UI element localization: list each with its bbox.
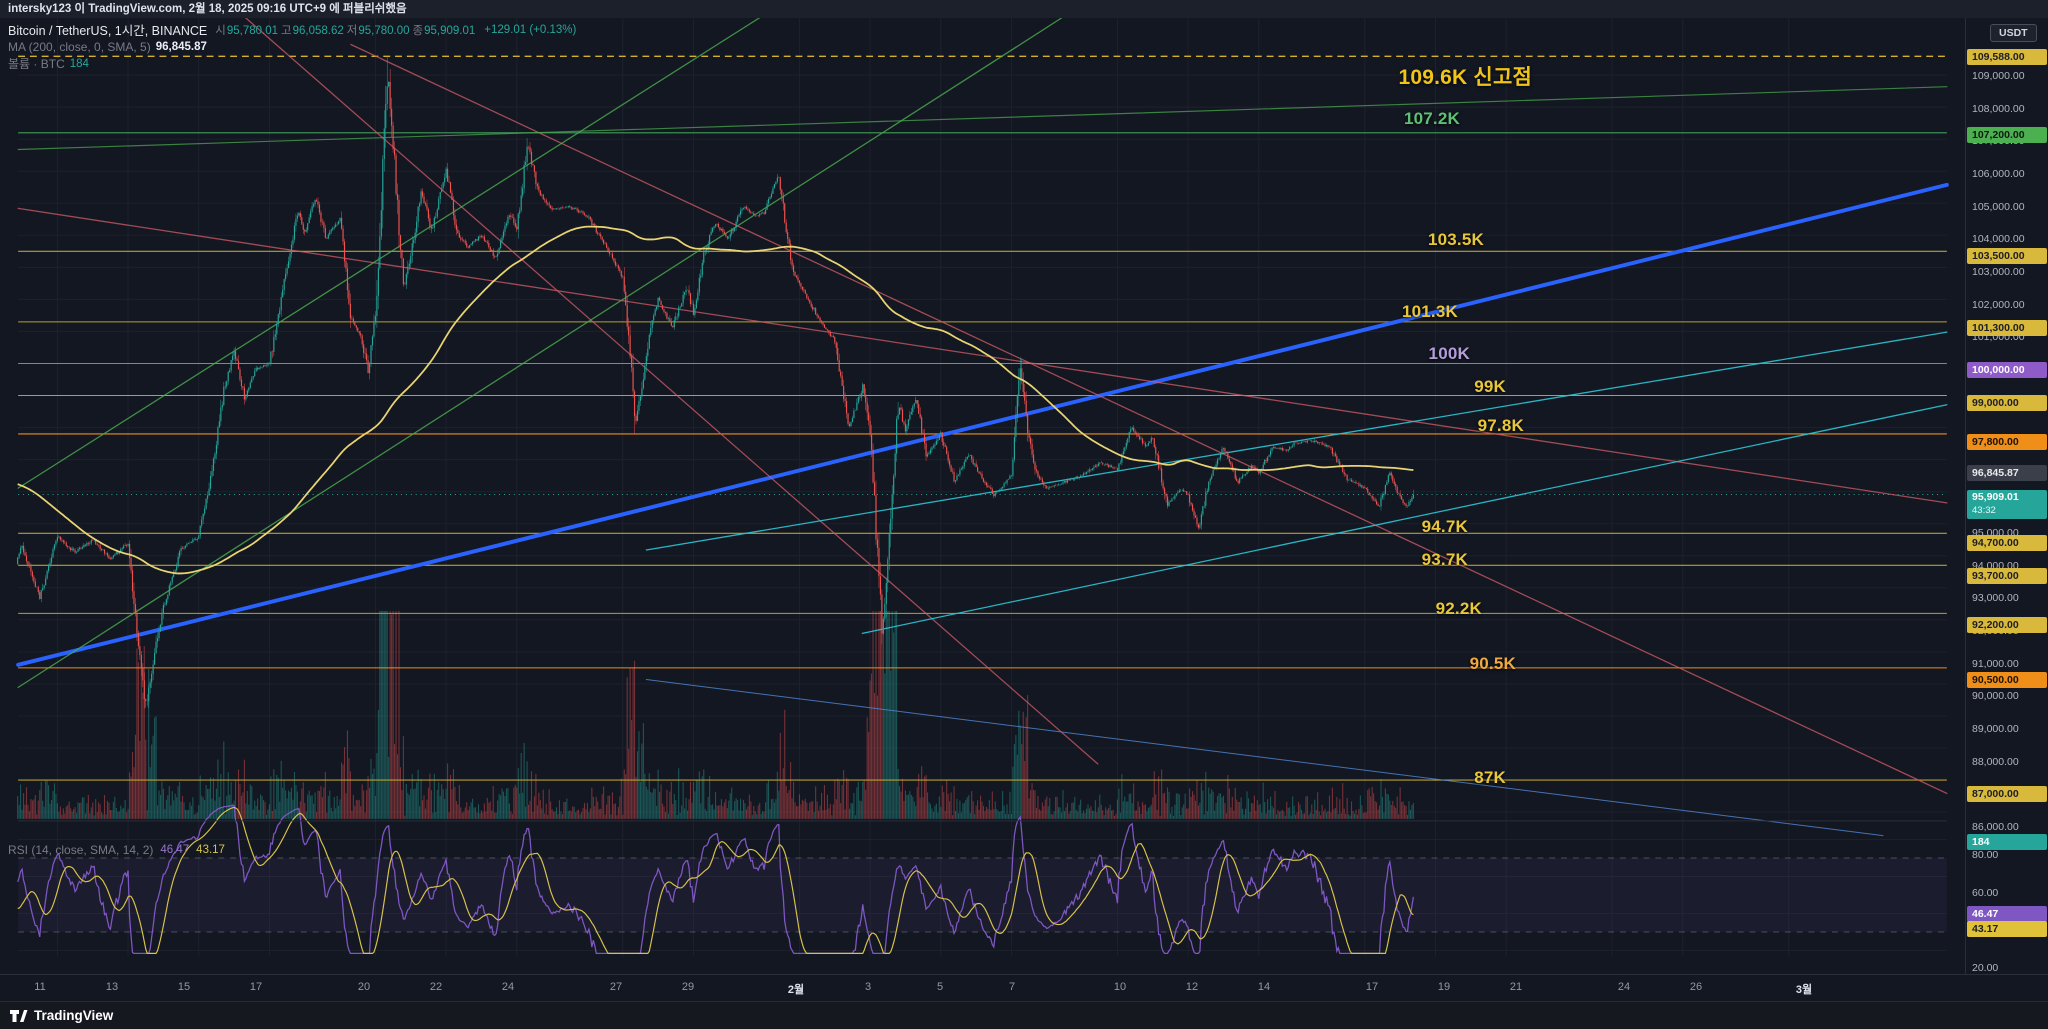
price-level-badge: 92,200.00 — [1967, 616, 2047, 633]
time-axis-label: 27 — [609, 981, 623, 993]
price-axis-label: 89,000.00 — [1972, 723, 2019, 736]
price-axis-label: 105,000.00 — [1972, 200, 2025, 213]
ohlc-label: 고 — [281, 24, 292, 37]
candle-countdown: 43:32 — [1972, 504, 1996, 516]
chart-legend: Bitcoin / TetherUS, 1시간, BINANCE 시95,780… — [8, 21, 576, 72]
time-axis-label: 26 — [1689, 981, 1703, 993]
time-axis-label: 19 — [1437, 981, 1451, 993]
time-axis-label: 22 — [429, 981, 443, 993]
rsi-ma-value: 43.17 — [196, 844, 225, 856]
time-axis-label: 13 — [105, 981, 119, 993]
volume-legend-row: 볼륨 · BTC 184 — [8, 55, 576, 72]
price-level-badge: 109,588.00 — [1967, 49, 2047, 65]
time-axis-label: 5 — [936, 981, 944, 993]
time-axis-label: 17 — [1365, 981, 1379, 993]
ohlc-values: 시95,780.01 고96,058.62 저95,780.00 종95,909.01 — [212, 22, 475, 38]
volume-value: 184 — [69, 57, 89, 70]
rsi-axis-label: 60.00 — [1972, 886, 1999, 899]
time-axis-month-label: 2월 — [787, 984, 805, 996]
time-axis-label: 14 — [1257, 981, 1271, 993]
ma-legend-row: MA (200, close, 0, SMA, 5) 96,845.87 — [8, 38, 576, 55]
current-price-value: 95,909.01 — [1972, 490, 2019, 503]
price-axis-label: 102,000.00 — [1972, 298, 2025, 311]
time-axis-label: 20 — [357, 981, 371, 993]
rsi-axis-label: 80.00 — [1972, 849, 1999, 861]
time-axis-label: 21 — [1509, 981, 1523, 993]
price-level-badge: 101,300.00 — [1967, 319, 2047, 336]
price-level-badge: 94,700.00 — [1967, 534, 2047, 551]
price-level-badge: 107,200.00 — [1967, 126, 2047, 143]
price-axis-label: 108,000.00 — [1972, 102, 2025, 115]
time-axis-label: 24 — [501, 981, 515, 993]
time-axis-label: 24 — [1617, 981, 1631, 993]
price-level-badge: 90,500.00 — [1967, 672, 2047, 689]
price-axis[interactable]: 109,000.00108,000.00107,000.00106,000.00… — [1965, 18, 2048, 974]
time-axis-label: 15 — [177, 981, 191, 993]
ohlc-value: 96,058.62 — [292, 24, 344, 37]
ma-value: 96,845.87 — [155, 40, 207, 53]
ohlc-value: 95,909.01 — [424, 24, 476, 37]
publish-text: intersky123 이 TradingView.com, 2월 18, 20… — [8, 3, 407, 15]
time-axis-label: 29 — [681, 981, 695, 993]
time-axis-label: 3 — [864, 981, 872, 993]
rsi-value-badge: 46.47 — [1967, 906, 2047, 923]
ohlc-label: 저 — [346, 24, 358, 37]
current-price-badge: 95,909.01 43:32 — [1967, 489, 2047, 519]
price-axis-label: 86,000.00 — [1972, 821, 2019, 833]
price-axis-label: 104,000.00 — [1972, 233, 2025, 246]
time-axis-label: 10 — [1113, 981, 1127, 993]
rsi-ma-value-badge: 43.17 — [1967, 921, 2047, 938]
price-axis-label: 109,000.00 — [1972, 70, 2025, 83]
tradingview-logo[interactable]: TradingView — [10, 1008, 113, 1023]
price-axis-label: 88,000.00 — [1972, 755, 2019, 768]
rsi-value: 46.47 — [160, 844, 190, 856]
bottom-toolbar: TradingView — [0, 1001, 2048, 1029]
ohlc-label: 시 — [215, 24, 226, 37]
tradingview-wordmark: TradingView — [34, 1008, 114, 1023]
chart-area[interactable]: 109.6K 신고점 107.2K 103.5K 101.3K 100K 99K 97.8K… — [0, 18, 2048, 974]
rsi-axis-label: 20.00 — [1972, 962, 1999, 974]
change-value: +129.01 (+0.13%) — [484, 23, 577, 36]
currency-toggle-button[interactable]: USDT — [1990, 24, 2037, 42]
symbol-title[interactable]: Bitcoin / TetherUS, 1시간, BINANCE — [8, 24, 208, 38]
price-level-badge: 93,700.00 — [1967, 567, 2047, 584]
price-level-badge: 99,000.00 — [1967, 394, 2047, 411]
price-level-badge: 100,000.00 — [1967, 361, 2047, 378]
price-axis-label: 91,000.00 — [1972, 657, 2019, 670]
price-axis-label: 90,000.00 — [1972, 690, 2019, 703]
price-axis-label: 93,000.00 — [1972, 592, 2019, 605]
ohlc-value: 95,780.01 — [226, 24, 278, 37]
rsi-indicator-label[interactable]: RSI (14, close, SMA, 14, 2) — [8, 843, 154, 857]
rsi-legend-row: RSI (14, close, SMA, 14, 2) 46.47 43.17 — [8, 843, 225, 857]
time-axis-label: 7 — [1008, 981, 1016, 993]
price-level-badge: 103,500.00 — [1967, 247, 2047, 264]
time-axis-label: 17 — [249, 981, 263, 993]
volume-indicator-label[interactable]: 볼륨 · BTC — [8, 57, 65, 71]
volume-value-badge: 184 — [1967, 834, 2047, 850]
time-axis[interactable]: 11 13 15 17 20 22 24 27 29 2월 3 5 7 10 12 14 17 19 21 24 26 3… — [0, 974, 2048, 1002]
price-level-badge: 97,800.00 — [1967, 433, 2047, 450]
ohlc-value: 95,780.00 — [358, 24, 410, 37]
ma-price-badge: 96,845.87 — [1967, 464, 2047, 481]
ohlc-label: 종 — [412, 24, 424, 37]
symbol-legend-row: Bitcoin / TetherUS, 1시간, BINANCE 시95,780… — [8, 21, 577, 39]
price-axis-label: 103,000.00 — [1972, 266, 2025, 279]
price-axis-label: 106,000.00 — [1972, 168, 2025, 181]
candlestick-chart[interactable] — [0, 18, 1965, 974]
time-axis-label: 11 — [34, 981, 46, 993]
publish-bar: intersky123 이 TradingView.com, 2월 18, 20… — [0, 0, 2048, 18]
time-axis-label: 12 — [1185, 981, 1199, 993]
price-level-badge: 87,000.00 — [1967, 786, 2047, 803]
tradingview-logo-icon — [10, 1009, 28, 1022]
time-axis-month-label: 3월 — [1795, 984, 1813, 996]
ma-indicator-label[interactable]: MA (200, close, 0, SMA, 5) — [8, 39, 151, 54]
